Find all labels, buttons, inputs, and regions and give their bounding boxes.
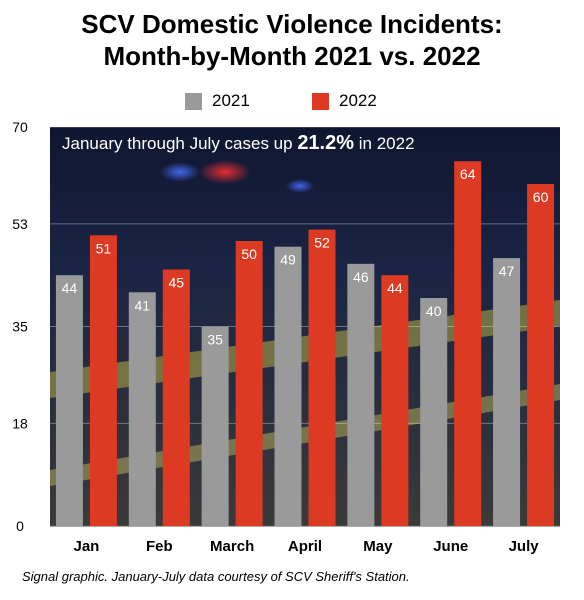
bar-2022-jan xyxy=(89,235,117,527)
legend-swatch-2022 xyxy=(312,92,329,110)
data-label-2021-july: 47 xyxy=(499,263,515,279)
data-label-2022-june: 64 xyxy=(460,166,476,182)
data-label-2022-jan: 51 xyxy=(96,240,112,256)
data-label-2021-april: 49 xyxy=(280,252,296,268)
chart-title-line-2: Month-by-Month 2021 vs. 2022 xyxy=(103,41,481,71)
annotation-highlight: 21.2% xyxy=(297,132,354,154)
bar-2022-march xyxy=(235,241,263,526)
x-tick-label-july: July xyxy=(509,538,540,555)
data-label-2021-may: 46 xyxy=(353,269,369,285)
bar-2021-june xyxy=(420,298,448,526)
bar-2021-jan xyxy=(55,275,83,526)
x-tick-label-may: May xyxy=(363,538,393,555)
y-tick-label: 35 xyxy=(12,319,28,335)
bar-2021-july xyxy=(493,258,521,526)
chart-title-line-1: SCV Domestic Violence Incidents: xyxy=(81,9,503,39)
y-tick-label: 0 xyxy=(16,518,24,534)
bar-2022-june xyxy=(454,161,482,526)
data-label-2021-jan: 44 xyxy=(62,280,78,296)
x-tick-label-feb: Feb xyxy=(146,538,173,555)
bar-2021-may xyxy=(347,263,375,526)
x-tick-label-jan: Jan xyxy=(73,538,99,555)
data-label-2021-june: 40 xyxy=(426,303,442,319)
y-tick-label: 18 xyxy=(12,415,28,431)
legend: 2021 2022 xyxy=(0,91,584,113)
bar-2021-feb xyxy=(128,292,156,526)
annotation-suffix: in 2022 xyxy=(354,134,415,153)
data-label-2022-april: 52 xyxy=(314,235,330,251)
data-label-2022-may: 44 xyxy=(387,280,403,296)
data-label-2022-march: 50 xyxy=(241,246,257,262)
data-label-2021-march: 35 xyxy=(207,332,223,348)
bar-2021-april xyxy=(274,246,302,526)
chart-title: SCV Domestic Violence Incidents: Month-b… xyxy=(0,8,584,72)
street-light-blue xyxy=(286,179,314,193)
data-label-2022-feb: 45 xyxy=(168,275,184,291)
bar-2021-march xyxy=(201,326,229,526)
legend-swatch-2021 xyxy=(185,92,202,110)
police-light-blue xyxy=(160,162,200,182)
x-tick-label-june: June xyxy=(433,538,468,555)
y-tick-label: 70 xyxy=(12,119,28,135)
bar-2022-april xyxy=(308,229,336,526)
bar-2022-feb xyxy=(162,269,190,526)
police-light-red xyxy=(199,160,251,184)
annotation-prefix: January through July cases up xyxy=(62,134,297,153)
bar-2022-may xyxy=(381,275,409,526)
data-label-2021-feb: 41 xyxy=(134,297,150,313)
legend-label-2022: 2022 xyxy=(339,91,377,110)
bar-2022-july xyxy=(527,184,555,526)
x-tick-label-april: April xyxy=(288,538,322,555)
data-label-2022-july: 60 xyxy=(533,189,549,205)
legend-item-2022: 2022 xyxy=(312,91,377,111)
x-tick-label-march: March xyxy=(210,538,254,555)
footnote: Signal graphic. January-July data courte… xyxy=(22,569,410,584)
legend-label-2021: 2021 xyxy=(212,91,250,110)
y-tick-label: 53 xyxy=(12,216,28,232)
chart-annotation: January through July cases up 21.2% in 2… xyxy=(62,132,415,154)
legend-item-2021: 2021 xyxy=(185,91,250,111)
